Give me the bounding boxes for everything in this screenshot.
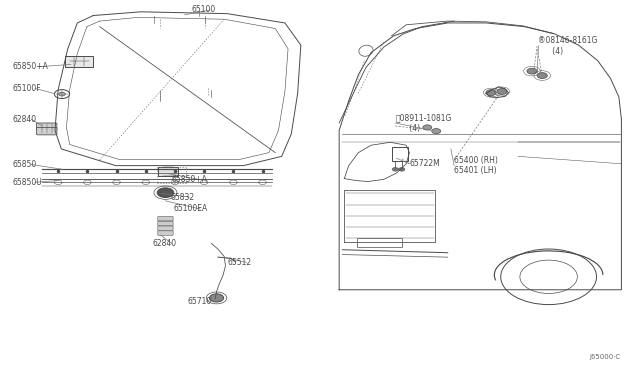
Text: 65832: 65832 [171,193,195,202]
Text: 65100EA: 65100EA [173,205,207,214]
Bar [357,238,402,247]
FancyBboxPatch shape [158,217,173,221]
Text: 65850+A: 65850+A [12,62,48,71]
FancyBboxPatch shape [159,167,177,176]
Text: J65000·C: J65000·C [589,354,620,360]
Circle shape [497,89,507,94]
Circle shape [157,188,173,198]
Text: 65100: 65100 [191,6,215,15]
Text: 62840: 62840 [153,239,177,248]
Circle shape [399,167,405,171]
FancyBboxPatch shape [65,55,93,67]
FancyBboxPatch shape [36,128,57,135]
FancyBboxPatch shape [158,231,173,235]
Text: 65850: 65850 [12,160,36,169]
Text: ⓝ08911-1081G
      (4): ⓝ08911-1081G (4) [396,113,452,133]
Text: 65850+A: 65850+A [172,175,208,184]
Text: 65512: 65512 [227,258,252,267]
Circle shape [486,90,496,96]
Circle shape [209,294,223,302]
Text: 62840: 62840 [12,115,36,124]
Circle shape [537,73,547,78]
Circle shape [392,167,399,171]
Text: 65100F: 65100F [12,84,41,93]
FancyBboxPatch shape [158,226,173,231]
Text: 65400 (RH)
65401 (LH): 65400 (RH) 65401 (LH) [454,156,498,175]
FancyBboxPatch shape [36,123,57,131]
Text: 65710: 65710 [187,297,211,306]
Circle shape [59,92,65,96]
Text: ®08146-8161G
      (4): ®08146-8161G (4) [538,36,598,55]
Text: 65850U: 65850U [12,178,42,187]
Circle shape [423,125,432,130]
Circle shape [432,129,441,134]
Text: 65722M: 65722M [410,159,440,168]
FancyBboxPatch shape [158,221,173,226]
Circle shape [527,68,537,74]
